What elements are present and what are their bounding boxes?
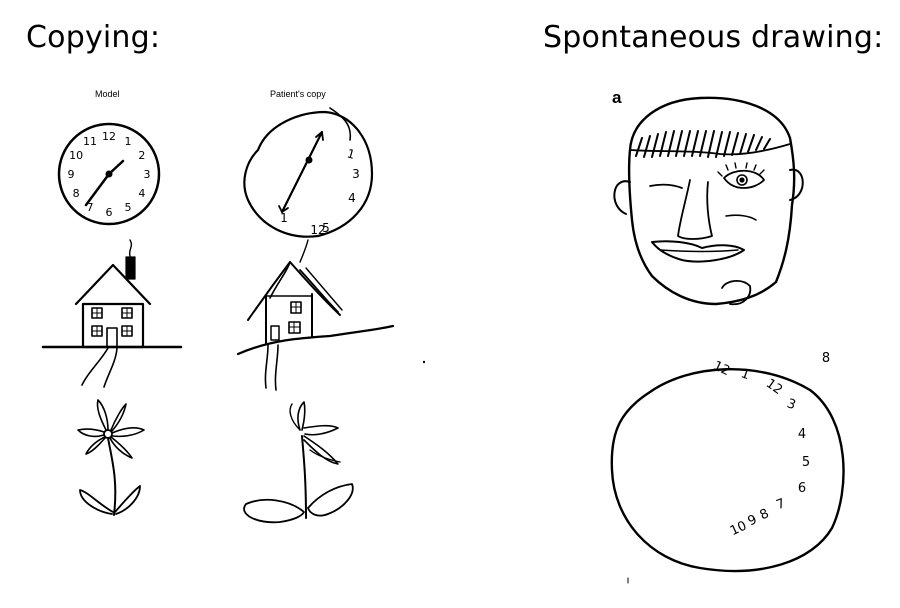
model-clock-numeral: 8 (73, 187, 80, 200)
spontaneous-clock-numeral: 12 (763, 376, 785, 398)
spontaneous-clock-numeral: 7 (774, 496, 787, 513)
patient-clock-numeral: 3 (352, 167, 360, 181)
patient-flower (243, 401, 354, 524)
patient-clock-numeral: 4 (348, 191, 356, 205)
model-clock-numeral: 7 (87, 201, 94, 214)
model-flower (77, 399, 145, 516)
spontaneous-clock-numeral: 8 (822, 351, 830, 366)
spontaneous-face-drawing (613, 96, 804, 306)
spontaneous-clock-numeral: 8 (758, 506, 772, 523)
model-clock-numeral: 10 (69, 149, 83, 162)
model-clock-numeral: 5 (125, 201, 132, 214)
spontaneous-clock-numeral: 9 (746, 512, 760, 529)
patient-clock-numeral: 1 (346, 146, 357, 162)
panel-label: a (612, 88, 622, 107)
model-clock-numeral: 11 (83, 135, 97, 148)
model-clock-numeral: 6 (106, 206, 113, 219)
model-clock-numeral: 1 (125, 135, 132, 148)
patient-clock-numeral: 12 (310, 223, 325, 237)
patient-clock-numeral: 5 (322, 221, 330, 235)
model-clock-numeral: 9 (68, 168, 75, 181)
patient-house (236, 239, 395, 391)
stray-dot (422, 360, 426, 364)
patient-clock-numeral: 1 (280, 211, 288, 225)
model-clock-numeral: 4 (138, 187, 145, 200)
model-clock-numeral: 12 (102, 130, 116, 143)
spontaneous-clock-numeral: 4 (798, 427, 806, 442)
spontaneous-clock-numeral: 6 (798, 481, 806, 496)
spontaneous-clock-numeral: 12 (711, 359, 732, 380)
copying-heading: Copying: (26, 20, 161, 55)
spontaneous-clock-numeral: 5 (802, 455, 810, 470)
model-clock-numeral: 3 (144, 168, 151, 181)
patient-clock: 1 3 4 5 1 12 (243, 107, 374, 238)
model-house (41, 239, 183, 388)
spontaneous-drawing-heading: Spontaneous drawing: (543, 20, 884, 55)
model-clock-numeral: 2 (138, 149, 145, 162)
spontaneous-clock-numeral: 3 (785, 396, 798, 413)
spontaneous-clock-numeral: 10 (728, 519, 749, 540)
patient-copy-column-label: Patient's copy (270, 89, 326, 99)
model-column-label: Model (95, 89, 120, 99)
